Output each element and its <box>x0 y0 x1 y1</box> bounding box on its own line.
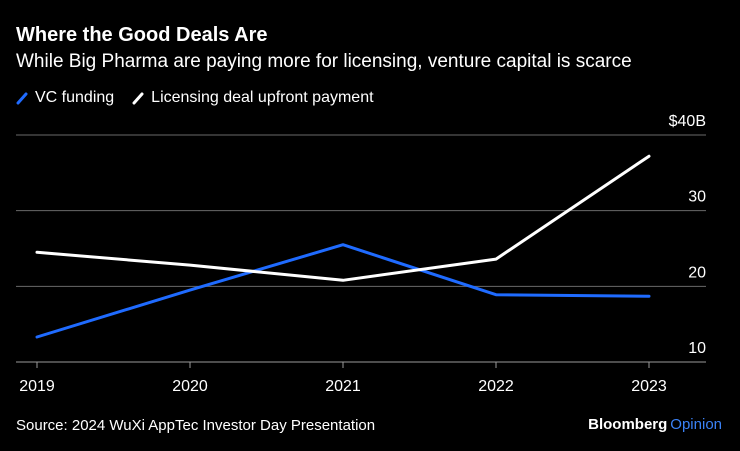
x-tick-label: 2022 <box>478 378 514 395</box>
gridlines <box>16 134 706 363</box>
x-axis-ticks <box>36 362 650 368</box>
legend-swatch-licensing <box>132 92 144 105</box>
legend-swatch-vc-funding <box>16 92 28 105</box>
legend-label-vc-funding: VC funding <box>35 89 115 106</box>
series-lines <box>35 154 651 339</box>
x-tick-label: 2020 <box>172 378 208 395</box>
y-tick-label: $40B <box>669 113 706 130</box>
brand-section: Opinion <box>670 416 722 433</box>
x-tick-label: 2021 <box>325 378 361 395</box>
legend-item-licensing: Licensing deal upfront payment <box>132 89 374 107</box>
y-tick-label: 20 <box>688 264 706 281</box>
chart-title: Where the Good Deals Are <box>16 24 268 46</box>
legend: VC funding Licensing deal upfront paymen… <box>16 89 392 107</box>
chart-subtitle: While Big Pharma are paying more for lic… <box>16 51 632 72</box>
series-line-vc-funding <box>35 243 651 339</box>
y-axis-labels: 10 20 30 $40B <box>669 113 706 357</box>
brand-name: Bloomberg <box>588 416 668 433</box>
x-tick-label: 2023 <box>631 378 667 395</box>
source-note: Source: 2024 WuXi AppTec Investor Day Pr… <box>16 417 376 434</box>
legend-item-vc-funding: VC funding <box>16 89 114 107</box>
x-tick-label: 2019 <box>19 378 55 395</box>
x-axis-labels: 2019 2020 2021 2022 2023 <box>19 378 667 395</box>
legend-label-licensing: Licensing deal upfront payment <box>151 89 374 106</box>
y-tick-label: 10 <box>688 340 706 357</box>
y-tick-label: 30 <box>688 189 706 206</box>
series-line-licensing <box>35 154 651 282</box>
brand-logo: Bloomberg Opinion <box>588 416 722 433</box>
